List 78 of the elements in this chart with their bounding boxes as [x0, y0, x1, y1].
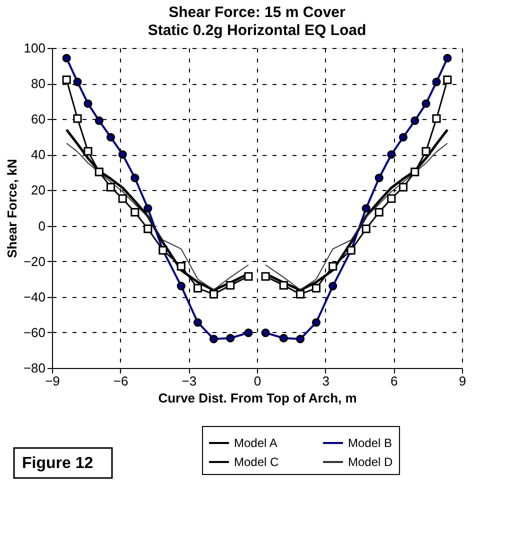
x-tick-label: 0 [254, 374, 262, 388]
point [193, 284, 202, 292]
point [362, 204, 370, 213]
point [422, 147, 430, 156]
point [118, 194, 127, 203]
y-tick-label: −60 [23, 324, 46, 340]
x-tick-label: −3 [182, 374, 197, 388]
point [362, 224, 370, 234]
point [422, 99, 430, 108]
point [296, 334, 305, 344]
point [374, 208, 384, 217]
y-axis-title: Shear Force, kN [4, 159, 20, 258]
point [106, 182, 116, 192]
point [118, 150, 127, 159]
point [279, 334, 288, 342]
point [312, 318, 321, 327]
point [144, 204, 152, 213]
y-tick-label: 60 [31, 112, 46, 127]
legend-label: Model A [234, 436, 278, 450]
y-tick-label: 100 [24, 40, 46, 56]
x-tick-label: 6 [390, 374, 398, 388]
x-axis-title: Curve Dist. From Top of Arch, m [158, 390, 357, 406]
point [193, 318, 202, 327]
point [398, 182, 408, 192]
x-tick-label: 3 [322, 374, 330, 388]
y-tick-label: −20 [23, 254, 46, 269]
point [296, 290, 305, 299]
point [387, 194, 396, 203]
legend-label: Model B [348, 436, 392, 450]
point [244, 272, 253, 281]
x-tick-label: −6 [113, 374, 128, 388]
point [62, 54, 71, 62]
point [387, 150, 396, 159]
point [244, 328, 253, 338]
point [312, 284, 321, 292]
chart-title: Shear Force: 15 m Cover [168, 4, 346, 21]
point [209, 334, 218, 344]
x-tick-label: 9 [458, 374, 466, 388]
point [328, 262, 338, 271]
point [106, 132, 116, 142]
legend-label: Model D [348, 455, 394, 469]
x-tick-label: −9 [45, 374, 60, 388]
point [443, 54, 452, 62]
y-tick-label: −80 [23, 360, 46, 376]
point [410, 168, 420, 176]
point [328, 282, 338, 290]
point [226, 281, 235, 290]
point [62, 76, 71, 84]
point [209, 290, 218, 299]
chart-subtitle: Static 0.2g Horizontal EQ Load [148, 22, 366, 39]
point [398, 132, 408, 142]
point [130, 208, 140, 217]
point [94, 116, 104, 125]
point [374, 174, 384, 182]
point [443, 76, 452, 84]
caption: Figure 12 [22, 455, 94, 472]
point [176, 262, 186, 271]
y-tick-label: −40 [23, 289, 46, 304]
point [73, 78, 82, 86]
point [410, 116, 420, 125]
point [279, 281, 288, 290]
point [261, 272, 270, 281]
point [432, 114, 441, 123]
point [144, 224, 152, 234]
point [432, 78, 441, 86]
point [84, 147, 92, 156]
y-tick-label: 40 [31, 147, 46, 162]
y-tick-label: 20 [31, 182, 46, 198]
point [226, 334, 235, 342]
point [176, 282, 186, 290]
point [130, 174, 140, 182]
point [84, 99, 92, 108]
y-tick-label: 80 [31, 76, 46, 92]
y-tick-label: 0 [38, 218, 46, 234]
point [94, 168, 104, 176]
point [73, 114, 82, 123]
legend-label: Model C [234, 455, 280, 469]
point [261, 328, 270, 338]
